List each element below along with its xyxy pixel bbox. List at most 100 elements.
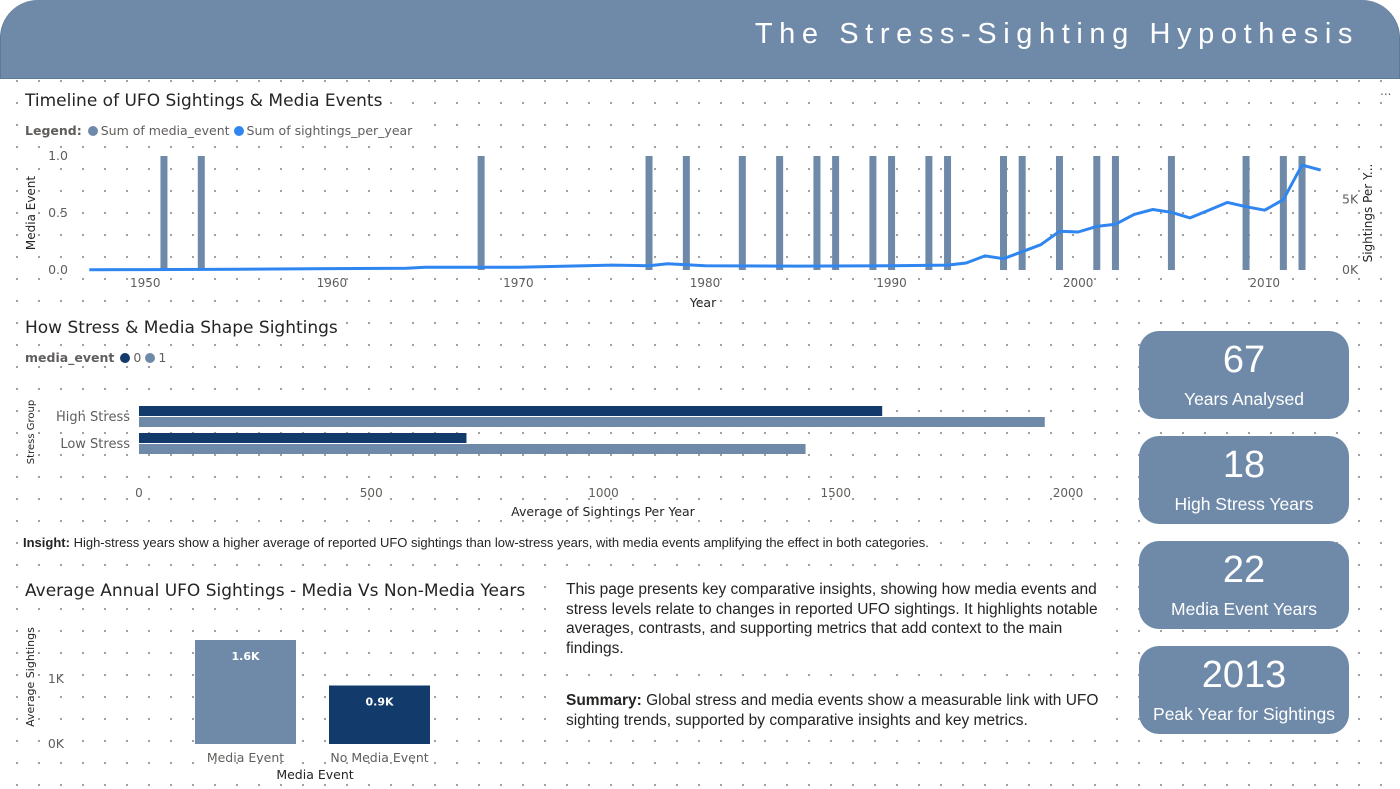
media-event-bar — [645, 156, 653, 270]
y-axis-title: Media Event — [24, 176, 38, 251]
stress-legend[interactable]: media_event 0 1 — [23, 350, 169, 365]
media-event-bar — [738, 156, 746, 270]
media-event-bar — [888, 156, 896, 270]
page-header: The Stress-Sighting Hypothesis — [0, 0, 1400, 79]
x-tick-label: 1980 — [690, 276, 721, 290]
x-tick-label: No Media Event — [330, 750, 428, 765]
x-tick-label: 2000 — [1063, 276, 1094, 290]
kpi-label: Media Event Years — [1171, 599, 1317, 619]
y-axis-title: Average Sightings — [24, 627, 37, 727]
stress-chart-title: How Stress & Media Shape Sightings — [23, 318, 340, 338]
y-tick-label: 0.5 — [48, 205, 68, 220]
media-event-bar — [1242, 156, 1250, 270]
legend-dot-media-event — [87, 126, 98, 136]
data-label: 1.6K — [231, 650, 259, 663]
media-event-bar — [160, 156, 168, 270]
legend-dot-0 — [120, 353, 131, 363]
legend-item-media-event[interactable]: Sum of media_event — [100, 123, 230, 138]
kpi-value: 67 — [1222, 339, 1266, 381]
media-event-bar — [813, 156, 821, 270]
x-tick-label: 0 — [135, 486, 143, 500]
insight-label: Insight: — [23, 535, 70, 550]
page-title: The Stress-Sighting Hypothesis — [754, 18, 1359, 50]
insight-text: Insight: High-stress years show a higher… — [23, 534, 933, 552]
stress-legend-label: media_event — [25, 350, 115, 365]
media-bar — [329, 685, 430, 744]
timeline-title: Timeline of UFO Sightings & Media Events — [23, 91, 385, 111]
legend-item-0[interactable]: 0 — [133, 350, 142, 365]
kpi-value: 2013 — [1201, 654, 1287, 696]
kpi-card-high-stress-years[interactable]: 18 High Stress Years — [1139, 436, 1349, 524]
x-tick-label: 1990 — [876, 276, 907, 290]
media-event-bar — [1298, 156, 1306, 270]
media-event-bar — [477, 156, 485, 270]
media-event-bar — [197, 156, 205, 270]
kpi-label: High Stress Years — [1174, 494, 1314, 514]
y-tick-label: 0K — [48, 736, 65, 751]
media-event-bar — [1111, 156, 1119, 270]
media-chart[interactable]: 1.6K Media Event 0.9K No Media Event 0K 1K Med… — [0, 610, 560, 789]
timeline-chart[interactable]: 0.0 0.5 1.0 0K 5K 1950 1960 1970 1980 1990 2000 201… — [0, 145, 1400, 315]
legend-item-sightings[interactable]: Sum of sightings_per_year — [246, 123, 413, 138]
y-tick-label: 0.0 — [48, 262, 68, 277]
kpi-card-years-analysed[interactable]: 67 Years Analysed — [1139, 331, 1349, 419]
media-chart-title: Average Annual UFO Sightings - Media Vs … — [23, 581, 528, 601]
y2-axis-title: Sightings Per Y... — [1361, 164, 1375, 263]
x-tick-label: Media Event — [207, 750, 284, 765]
x-tick-label: 2010 — [1249, 276, 1280, 290]
x-tick-label: 500 — [360, 486, 383, 500]
insight-body: High-stress years show a higher average … — [73, 535, 929, 550]
media-event-bar — [1093, 156, 1101, 270]
y-tick-label: 1K — [48, 671, 65, 686]
legend-dot-1 — [145, 353, 156, 363]
media-event-bar — [832, 156, 840, 270]
x-tick-label: 1960 — [317, 276, 348, 290]
kpi-card-media-event-years[interactable]: 22 Media Event Years — [1139, 541, 1349, 629]
category-label: High Stress — [56, 410, 130, 425]
media-event-bar — [776, 156, 784, 270]
x-axis-title: Media Event — [276, 767, 353, 782]
x-tick-label: 1950 — [130, 276, 161, 290]
kpi-card-peak-year[interactable]: 2013 Peak Year for Sightings — [1139, 646, 1349, 734]
legend-dot-sightings — [233, 126, 244, 136]
media-event-bar — [1000, 156, 1008, 270]
media-event-bar — [682, 156, 690, 270]
x-tick-label: 1500 — [820, 486, 851, 500]
media-event-bar — [944, 156, 952, 270]
sightings-line — [89, 163, 1322, 272]
stress-chart[interactable]: High Stress Low Stress 0 500 1000 1500 2000 Ave… — [0, 385, 1120, 523]
kpi-label: Peak Year for Sightings — [1153, 704, 1335, 724]
summary-text: Summary: Global stress and media events … — [566, 691, 1111, 730]
media-event-bar — [1279, 156, 1287, 270]
summary-body: Global stress and media events show a me… — [566, 692, 1099, 729]
x-tick-label: 1970 — [503, 276, 534, 290]
x-axis-title: Year — [689, 295, 717, 310]
kpi-value: 18 — [1222, 444, 1266, 486]
stress-bar — [139, 406, 883, 416]
timeline-legend-label: Legend: — [25, 123, 82, 138]
media-bar — [195, 640, 296, 744]
y-axis-title: Stress Group — [26, 400, 37, 464]
stress-bar — [139, 417, 1045, 427]
kpi-value: 22 — [1222, 549, 1266, 591]
stress-bar — [139, 433, 467, 443]
legend-item-1[interactable]: 1 — [158, 350, 167, 365]
media-event-bar — [925, 156, 933, 270]
media-event-bar — [869, 156, 877, 270]
x-tick-label: 1000 — [588, 486, 619, 500]
timeline-legend[interactable]: Legend: Sum of media_event Sum of sighting… — [23, 123, 415, 138]
y2-tick-label: 5K — [1342, 192, 1359, 207]
kpi-label: Years Analysed — [1184, 389, 1304, 409]
more-options-icon[interactable]: ... — [1380, 84, 1392, 98]
data-label: 0.9K — [365, 696, 393, 709]
stress-bar — [139, 444, 806, 454]
media-event-bar — [1018, 156, 1026, 270]
media-event-bar — [1055, 156, 1063, 270]
summary-label: Summary: — [566, 692, 642, 709]
page-description: This page presents key comparative insig… — [566, 580, 1111, 658]
x-axis-title: Average of Sightings Per Year — [511, 504, 696, 519]
category-label: Low Stress — [60, 437, 130, 452]
y2-tick-label: 0K — [1342, 262, 1359, 277]
x-tick-label: 2000 — [1053, 486, 1084, 500]
y-tick-label: 1.0 — [48, 148, 68, 163]
